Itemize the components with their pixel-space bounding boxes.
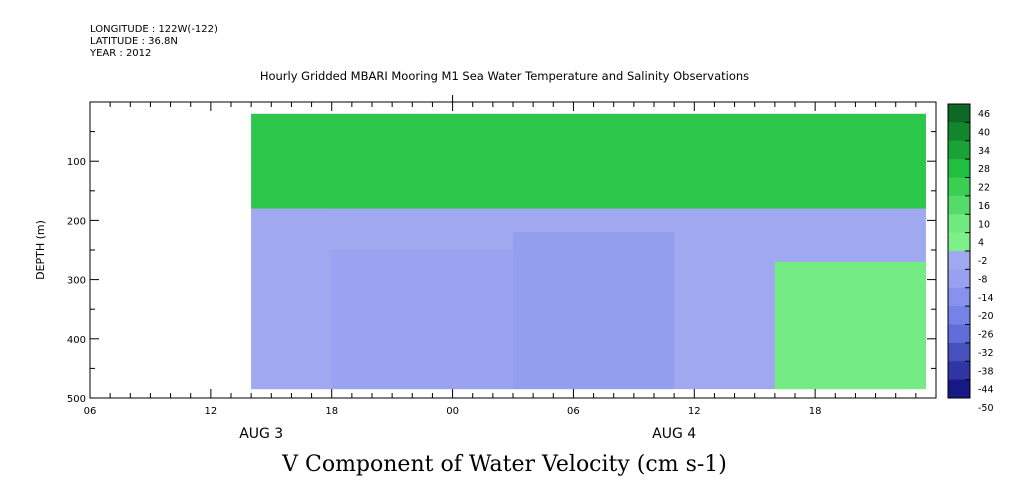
x-tick-label: 18 (325, 406, 338, 417)
colorbar-label: 16 (978, 201, 990, 212)
colorbar-label: -20 (978, 311, 994, 322)
colorbar-swatch (948, 361, 970, 381)
x-date-label: AUG 4 (652, 426, 696, 442)
colorbar-label: -8 (978, 274, 987, 285)
x-tick-label: 12 (204, 406, 217, 417)
colorbar-swatch (948, 104, 970, 123)
field-region-3 (513, 232, 675, 390)
colorbar-swatch (948, 140, 970, 160)
variable-title: V Component of Water Velocity (cm s-1) (282, 452, 727, 477)
field-region-2 (331, 250, 513, 390)
colorbar-label: -50 (978, 403, 994, 414)
colorbar-swatch (948, 177, 970, 197)
colorbar-swatch (948, 159, 970, 178)
y-tick-label-300: 300 (67, 276, 86, 287)
latitude-label: LATITUDE : 36.8N (90, 36, 178, 47)
colorbar-label: 40 (978, 127, 990, 138)
colorbar-swatch (948, 379, 970, 399)
colorbar-swatch (948, 287, 970, 307)
colorbar-label: 28 (978, 164, 990, 175)
x-tick-label: 06 (84, 406, 97, 417)
field-region-0 (251, 113, 926, 209)
colorbar-label: 10 (978, 219, 990, 230)
colorbar-label: -26 (978, 330, 994, 341)
year-label: YEAR : 2012 (90, 48, 152, 59)
x-tick-label: 00 (446, 406, 459, 417)
colorbar-label: -14 (978, 293, 994, 304)
colorbar-label: 22 (978, 183, 990, 194)
colorbar-label: 4 (978, 238, 984, 249)
colorbar-swatch (948, 251, 970, 270)
x-tick-label: 18 (809, 406, 822, 417)
x-tick-label: 06 (567, 406, 580, 417)
chart-title: Hourly Gridded MBARI Mooring M1 Sea Wate… (259, 69, 750, 83)
colorbar-label: -32 (978, 348, 994, 359)
colorbar-label: -44 (978, 385, 994, 396)
colorbar-label: -2 (978, 256, 987, 267)
colorbar-swatch (948, 232, 970, 252)
colorbar-swatch (948, 324, 970, 344)
colorbar-label: -38 (978, 366, 994, 377)
colorbar-swatch (948, 214, 970, 234)
colorbar-swatch (948, 342, 970, 362)
colorbar-swatch (948, 195, 970, 215)
y-axis-label: DEPTH (m) (34, 220, 47, 280)
colorbar-swatch (948, 269, 970, 289)
colorbar-label: 34 (978, 146, 990, 157)
colorbar-label: 46 (978, 109, 990, 120)
field-region-4 (774, 261, 926, 390)
y-tick-label-100: 100 (67, 157, 86, 168)
colorbar-swatch (948, 122, 970, 142)
x-tick-label: 12 (688, 406, 701, 417)
y-tick-label-500: 500 (67, 394, 86, 405)
colorbar-swatch (948, 306, 970, 325)
longitude-label: LONGITUDE : 122W(-122) (90, 24, 218, 35)
y-tick-label-200: 200 (67, 216, 86, 227)
y-tick-label-400: 400 (67, 335, 86, 346)
x-date-label: AUG 3 (239, 426, 283, 442)
field-region-1 (251, 208, 332, 390)
